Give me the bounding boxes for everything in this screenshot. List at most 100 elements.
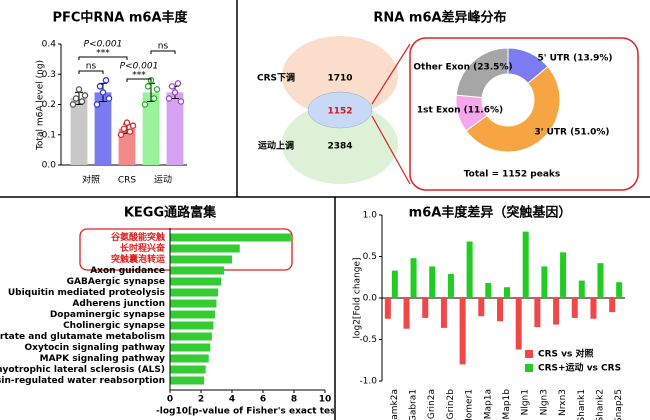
- annotation: ns: [86, 62, 97, 72]
- data-point: [174, 80, 182, 87]
- bar: [578, 280, 585, 298]
- data-point: [93, 101, 101, 108]
- bar: [522, 231, 529, 298]
- bar: [384, 298, 391, 319]
- bar: [170, 321, 214, 330]
- venn-set: [282, 36, 398, 116]
- set-label: CRS下调: [257, 72, 295, 84]
- x-tick-label: Map1b: [502, 389, 512, 420]
- slice-label: 3' UTR (51.0%): [534, 128, 609, 138]
- bar: [447, 273, 454, 298]
- y-tick-label: 0.0: [363, 294, 378, 304]
- slice-label: Other Exon (23.5%): [413, 63, 512, 73]
- venn-set: [282, 104, 398, 184]
- bar: [170, 332, 212, 341]
- data-point: [144, 83, 152, 90]
- bar: [170, 343, 211, 352]
- bar: [170, 277, 222, 286]
- significance-bracket: [150, 50, 176, 54]
- significance-bracket: [78, 56, 128, 60]
- y-tick-label: -0.5: [359, 335, 377, 345]
- bar: [166, 92, 184, 165]
- x-axis-label: -log10[p-value of Fisher's exact test]: [156, 407, 344, 417]
- x-tick-label: Camk2a: [390, 389, 400, 420]
- data-point: [117, 131, 125, 138]
- data-point: [96, 83, 104, 90]
- bar: [170, 266, 225, 275]
- data-point: [150, 95, 158, 102]
- annotation: P<0.001: [120, 62, 159, 72]
- y-tick-label: 长时程兴奋: [120, 242, 166, 254]
- x-tick-label: 运动: [154, 175, 172, 186]
- significance-bracket: [78, 70, 104, 74]
- donut-slice: [455, 47, 509, 99]
- data-point: [177, 98, 185, 105]
- connector: [371, 43, 411, 185]
- x-tick-label: Grin2a: [427, 389, 437, 419]
- x-tick-label: 10: [319, 395, 332, 405]
- data-point: [72, 95, 80, 102]
- data-point: [78, 98, 86, 105]
- bar: [170, 310, 215, 319]
- y-tick-label: GABAergic synapse: [67, 277, 165, 287]
- data-point: [99, 89, 107, 96]
- bar: [403, 298, 410, 329]
- chart-title: m6A丰度差异（突触基因）: [409, 205, 572, 221]
- x-tick-label: Homer1: [465, 389, 475, 420]
- annotation: ***: [96, 49, 110, 59]
- bar: [410, 258, 417, 298]
- bar: [616, 282, 623, 298]
- bar: [485, 283, 492, 298]
- y-tick-label: 0.5: [363, 252, 377, 262]
- bar: [478, 298, 485, 317]
- legend-swatch: [525, 364, 533, 372]
- y-axis-label: Total m6A level (ng): [36, 60, 46, 151]
- bar: [170, 376, 205, 385]
- data-point: [129, 122, 137, 129]
- data-point: [153, 86, 161, 93]
- y-tick-label: 0.4: [42, 40, 57, 50]
- legend-swatch: [525, 350, 533, 358]
- y-tick-label: Alanine, aspartate and glutamate metabol…: [0, 332, 165, 342]
- y-tick-label: Axon guidance: [90, 266, 165, 276]
- y-tick-label: 0.3: [42, 70, 56, 80]
- donut-slice: [465, 65, 561, 153]
- bar: [553, 298, 560, 325]
- bar: [497, 298, 503, 322]
- x-tick-label: Shank2: [595, 389, 605, 420]
- y-tick-label: Ubiquitin mediated proteolysis: [8, 288, 165, 298]
- y-tick-label: 谷氨酸能突触: [111, 231, 165, 243]
- data-point: [165, 95, 173, 102]
- y-tick-label: Cholinergic synapse: [63, 321, 165, 331]
- bar: [429, 266, 436, 298]
- y-tick-label: 0.0: [42, 161, 57, 171]
- bar: [597, 263, 604, 298]
- x-tick-label: 2: [198, 395, 204, 405]
- y-tick-label: Dopaminergic synapse: [50, 310, 165, 320]
- x-tick-label: Nrxn3: [558, 389, 568, 416]
- bar: [170, 299, 217, 308]
- data-point: [102, 77, 110, 84]
- bar: [142, 92, 160, 165]
- y-tick-label: -1.0: [359, 377, 377, 387]
- x-tick-label: 对照: [82, 174, 100, 186]
- annotation: ***: [132, 71, 146, 81]
- venn-intersection: [307, 91, 373, 129]
- x-tick-label: 4: [229, 395, 235, 405]
- legend-label: CRS vs 对照: [538, 348, 594, 360]
- data-point: [105, 95, 113, 102]
- bar: [609, 298, 616, 313]
- x-tick-label: Shank1: [577, 389, 587, 420]
- slice-label: 5' UTR (13.9%): [537, 54, 612, 64]
- bar: [560, 252, 567, 298]
- x-tick-label: Nlgn1: [521, 389, 531, 415]
- set-label: 运动上调: [258, 140, 294, 152]
- bar: [170, 354, 209, 363]
- significance-bracket: [126, 78, 152, 82]
- y-tick-label: Oxytocin signaling pathway: [25, 343, 166, 353]
- chart-title: RNA m6A差异峰分布: [373, 10, 506, 26]
- x-tick-label: Grin2b: [446, 389, 456, 420]
- y-tick-label: Adherens junction: [72, 299, 165, 309]
- bar: [170, 233, 291, 242]
